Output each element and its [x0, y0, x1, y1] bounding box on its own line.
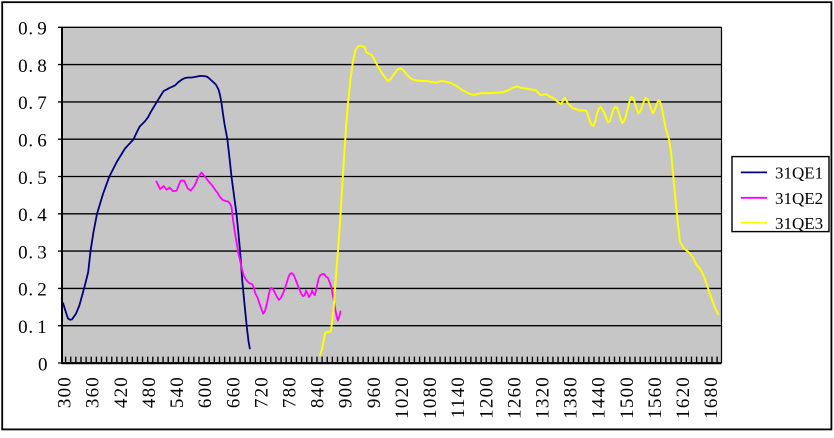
- svg-text:780: 780: [280, 376, 301, 408]
- svg-text:420: 420: [111, 376, 132, 408]
- svg-text:1020: 1020: [392, 376, 413, 419]
- svg-text:1560: 1560: [645, 376, 666, 419]
- svg-text:0: 0: [38, 354, 48, 375]
- svg-text:1140: 1140: [448, 376, 469, 418]
- svg-text:660: 660: [223, 376, 244, 408]
- svg-text:0.5: 0. 5: [18, 168, 47, 189]
- svg-text:31QE1: 31QE1: [775, 163, 823, 182]
- svg-text:360: 360: [83, 376, 104, 408]
- svg-text:1500: 1500: [617, 376, 638, 419]
- svg-text:31QE3: 31QE3: [775, 214, 823, 233]
- svg-text:960: 960: [364, 376, 385, 408]
- svg-text:0.1: 0. 1: [18, 317, 47, 338]
- svg-text:900: 900: [336, 376, 357, 408]
- svg-text:0.6: 0. 6: [18, 131, 47, 152]
- svg-text:300: 300: [55, 376, 76, 408]
- svg-text:31QE2: 31QE2: [775, 189, 823, 208]
- svg-text:1620: 1620: [673, 376, 694, 419]
- svg-text:1080: 1080: [420, 376, 441, 419]
- svg-text:600: 600: [195, 376, 216, 408]
- svg-text:1320: 1320: [533, 376, 554, 419]
- svg-text:1200: 1200: [476, 376, 497, 419]
- svg-text:1680: 1680: [701, 376, 722, 419]
- svg-text:1260: 1260: [504, 376, 525, 419]
- svg-text:0.9: 0. 9: [18, 19, 47, 40]
- svg-text:0.8: 0. 8: [18, 56, 47, 77]
- svg-text:540: 540: [167, 376, 188, 408]
- svg-text:480: 480: [139, 376, 160, 408]
- svg-text:0.7: 0. 7: [18, 93, 47, 114]
- svg-text:1440: 1440: [589, 376, 610, 419]
- svg-text:720: 720: [251, 376, 272, 408]
- svg-text:0.3: 0. 3: [18, 242, 47, 263]
- svg-text:0.2: 0. 2: [18, 280, 47, 301]
- svg-text:840: 840: [308, 376, 329, 408]
- svg-text:1380: 1380: [561, 376, 582, 419]
- svg-text:0.4: 0. 4: [18, 205, 47, 226]
